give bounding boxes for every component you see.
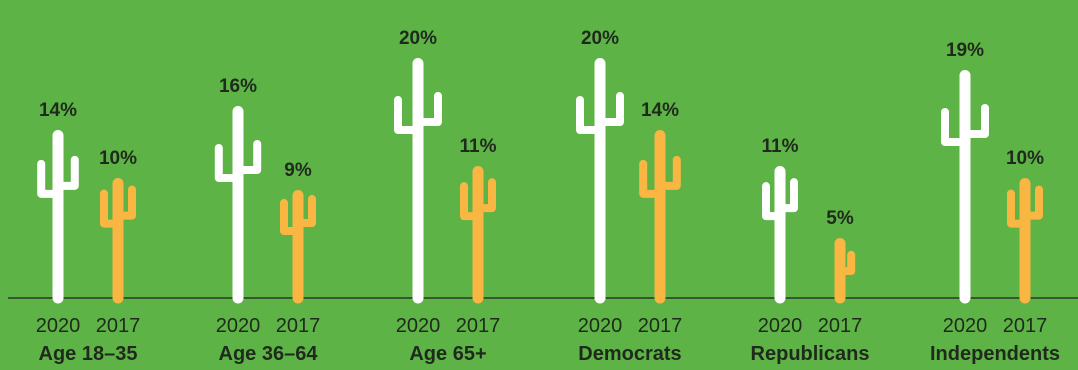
cactus-bar-2017-age-36-64 bbox=[280, 190, 316, 304]
tick-label-2020-age-18-35: 2020 bbox=[36, 315, 81, 337]
tick-label-2017-independents: 2017 bbox=[1003, 315, 1048, 337]
category-label-democrats: Democrats bbox=[578, 343, 681, 365]
group-age-65: 20% 2020 11% 2017 Age 65+ bbox=[394, 28, 501, 365]
cactus-bar-2020-republicans bbox=[762, 166, 798, 304]
data-label-2017-republicans: 5% bbox=[826, 208, 854, 229]
category-label-age-65: Age 65+ bbox=[409, 343, 486, 365]
data-label-2017-age-65: 11% bbox=[460, 136, 497, 157]
cactus-bar-2017-independents bbox=[1007, 178, 1043, 304]
group-age-18-35: 14% 2020 10% 2017 Age 18–35 bbox=[36, 100, 141, 365]
tick-label-2017-age-65: 2017 bbox=[456, 315, 501, 337]
data-label-2017-age-36-64: 9% bbox=[284, 160, 312, 181]
tick-label-2020-republicans: 2020 bbox=[758, 315, 803, 337]
cactus-bar-2020-independents bbox=[941, 70, 989, 304]
data-label-2020-independents: 19% bbox=[946, 40, 984, 61]
category-label-age-36-64: Age 36–64 bbox=[219, 343, 319, 365]
tick-label-2020-independents: 2020 bbox=[943, 315, 988, 337]
cactus-bar-2020-age-65 bbox=[394, 58, 442, 304]
cactus-bar-2017-age-18-35 bbox=[100, 178, 136, 304]
group-republicans: 11% 2020 5% 2017 Republicans bbox=[751, 136, 870, 365]
cactus-bar-2017-republicans bbox=[834, 238, 856, 304]
data-label-2017-age-18-35: 10% bbox=[99, 148, 137, 169]
category-label-independents: Independents bbox=[930, 343, 1060, 365]
data-label-2020-age-36-64: 16% bbox=[219, 76, 257, 97]
tick-label-2017-democrats: 2017 bbox=[638, 315, 683, 337]
data-label-2017-democrats: 14% bbox=[641, 100, 679, 121]
cactus-bar-2020-democrats bbox=[576, 58, 624, 304]
data-label-2020-age-18-35: 14% bbox=[39, 100, 77, 121]
category-label-republicans: Republicans bbox=[751, 343, 870, 365]
category-label-age-18-35: Age 18–35 bbox=[39, 343, 138, 365]
tick-label-2017-age-18-35: 2017 bbox=[96, 315, 141, 337]
data-label-2017-independents: 10% bbox=[1006, 148, 1044, 169]
cactus-bar-2017-democrats bbox=[639, 130, 681, 304]
data-label-2020-age-65: 20% bbox=[399, 28, 437, 49]
tick-label-2020-democrats: 2020 bbox=[578, 315, 623, 337]
cactus-bar-2020-age-18-35 bbox=[37, 130, 79, 304]
tick-label-2020-age-65: 2020 bbox=[396, 315, 441, 337]
data-label-2020-democrats: 20% bbox=[581, 28, 619, 49]
data-label-2020-republicans: 11% bbox=[762, 136, 799, 157]
group-independents: 19% 2020 10% 2017 Independents bbox=[930, 40, 1060, 365]
tick-label-2017-age-36-64: 2017 bbox=[276, 315, 321, 337]
cactus-bar-2017-age-65 bbox=[460, 166, 496, 304]
group-age-36-64: 16% 2020 9% 2017 Age 36–64 bbox=[214, 76, 321, 365]
tick-label-2020-age-36-64: 2020 bbox=[216, 315, 261, 337]
tick-label-2017-republicans: 2017 bbox=[818, 315, 863, 337]
group-democrats: 20% 2020 14% 2017 Democrats bbox=[576, 28, 683, 365]
cactus-bar-2020-age-36-64 bbox=[214, 106, 262, 304]
